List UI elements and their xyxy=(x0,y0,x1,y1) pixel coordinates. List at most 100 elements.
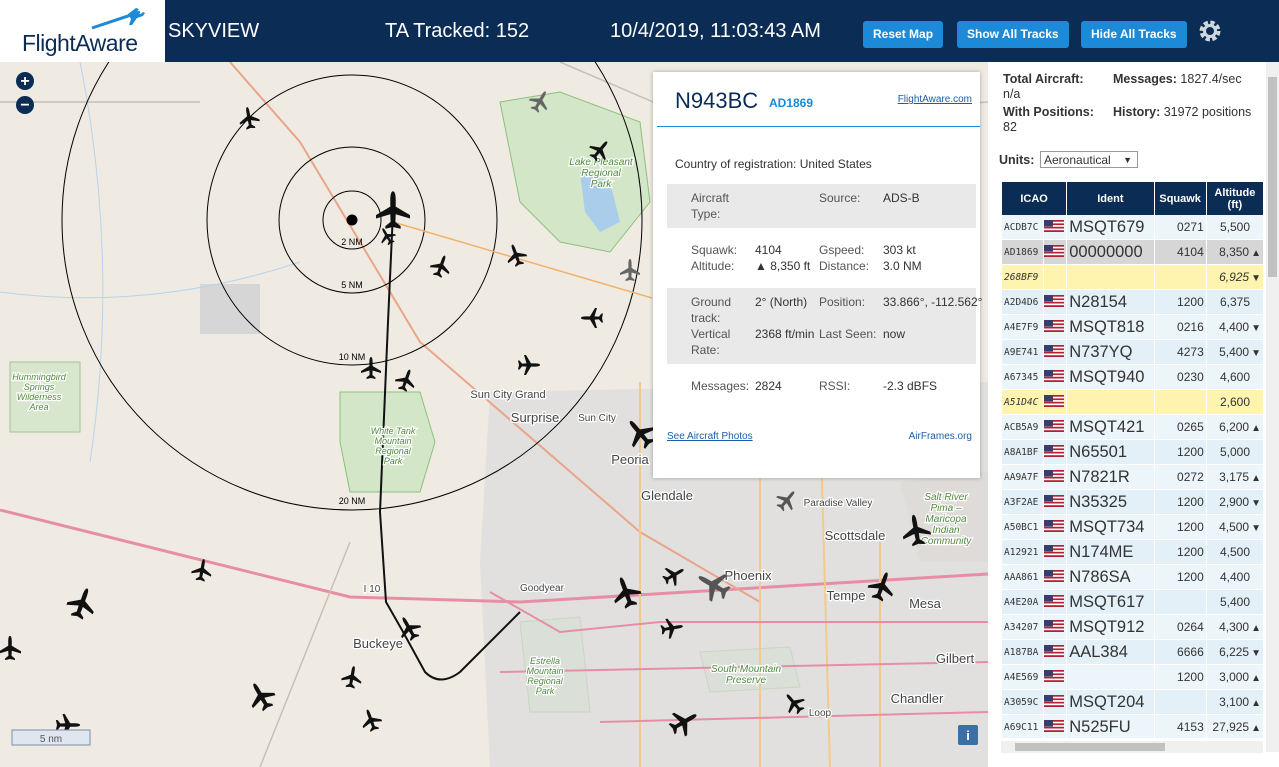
aircraft-row[interactable]: A3059C MSQT204 3,100 ▲ xyxy=(1002,690,1263,715)
flag-cell xyxy=(1044,240,1067,265)
units-label: Units: xyxy=(999,153,1035,167)
icao-cell: A3F2AE xyxy=(1002,490,1044,515)
squawk: 1200 xyxy=(1177,445,1204,459)
ident-cell xyxy=(1067,390,1154,415)
flag-cell xyxy=(1044,265,1067,290)
squawk-cell: 1200 xyxy=(1154,540,1206,565)
photos-link[interactable]: See Aircraft Photos xyxy=(667,431,753,442)
altitude-cell: 3,000 ▲ xyxy=(1206,665,1263,690)
v-scrollbar[interactable] xyxy=(1266,62,1279,752)
flag xyxy=(1044,219,1065,232)
aircraft-row[interactable]: A67345 MSQT940 0230 4,600 xyxy=(1002,365,1263,390)
place-label: Maricopa xyxy=(925,514,967,525)
logo[interactable]: FlightAware xyxy=(0,0,165,64)
squawk: 0230 xyxy=(1177,370,1204,384)
column-header: Squawk xyxy=(1154,182,1206,215)
altitude-cell: 6,375 xyxy=(1206,290,1263,315)
aircraft-row[interactable]: A12921 N174ME 1200 4,500 xyxy=(1002,540,1263,565)
altitude: 5,400 xyxy=(1219,345,1250,359)
altitude-cell: 5,500 xyxy=(1206,215,1263,240)
icao-cell: A187BA xyxy=(1002,640,1044,665)
altitude-cell: 27,925 ▲ xyxy=(1207,715,1263,738)
aircraft-row[interactable]: 268BF9 6,925 ▼ xyxy=(1002,265,1263,290)
aircraft-row[interactable]: A69C11 N525FU 4153 27,925 ▲ xyxy=(1002,715,1263,738)
squawk: 0271 xyxy=(1177,220,1204,234)
stat-label: History: xyxy=(1113,105,1161,119)
place-label: Paradise Valley xyxy=(804,498,873,509)
flag-cell xyxy=(1044,565,1067,590)
aircraft-row[interactable]: A50BC1 MSQT734 1200 4,500 ▼ xyxy=(1002,515,1263,540)
altitude: 3,000 xyxy=(1219,670,1250,684)
flight-track xyxy=(378,211,521,681)
ident-cell: MSQT818 xyxy=(1067,315,1154,340)
flag xyxy=(1044,394,1065,407)
aircraft-row[interactable]: A34207 MSQT912 0264 4,300 ▲ xyxy=(1002,615,1263,640)
detail-label: Aircraft Type: xyxy=(691,191,730,221)
stat-value: 82 xyxy=(1003,120,1017,134)
ident-cell: N174ME xyxy=(1067,540,1154,565)
settings-icon[interactable] xyxy=(1197,18,1223,44)
flag-cell xyxy=(1044,340,1067,365)
place-label: Goodyear xyxy=(520,583,565,594)
reset-map-button[interactable]: Reset Map xyxy=(863,21,944,48)
aircraft-row[interactable]: AAA861 N786SA 1200 4,400 xyxy=(1002,565,1263,590)
altitude-trend: ▲ xyxy=(1251,673,1261,684)
place-label: Regional xyxy=(375,446,412,456)
ident: N174ME xyxy=(1069,542,1134,561)
squawk-cell: 0264 xyxy=(1154,615,1206,640)
airframes-link[interactable]: AirFrames.org xyxy=(908,431,972,442)
popup-details: Aircraft Type: Source: ADS-B Squawk: 4104 Gsp… xyxy=(653,184,982,408)
altitude: 4,400 xyxy=(1219,320,1250,334)
icao-cell: A9E741 xyxy=(1002,340,1044,365)
stat: History: 31972 positions xyxy=(1113,105,1258,120)
zoom-in-label: + xyxy=(20,73,29,90)
flag-cell xyxy=(1044,440,1067,465)
altitude: 4,600 xyxy=(1219,370,1250,384)
show-tracks-button[interactable]: Show All Tracks xyxy=(957,21,1069,48)
units-select[interactable]: Aeronautical ▼ xyxy=(1040,151,1138,168)
aircraft-row[interactable]: A2D4D6 N28154 1200 6,375 xyxy=(1002,290,1263,315)
flag-cell xyxy=(1044,615,1067,640)
flag xyxy=(1044,369,1065,382)
ident: MSQT940 xyxy=(1069,367,1145,386)
aircraft-row[interactable]: AD1869 00000000 4104 8,350 ▲ xyxy=(1002,240,1263,265)
place-label: Mountain xyxy=(374,436,411,446)
aircraft-row[interactable]: A187BA AAL384 6666 6,225 ▼ xyxy=(1002,640,1263,665)
zoom-in-button[interactable] xyxy=(16,72,34,90)
place-label: Glendale xyxy=(641,488,693,503)
aircraft-row[interactable]: A8A1BF N65501 1200 5,000 xyxy=(1002,440,1263,465)
place-label: Hummingbird xyxy=(12,372,67,382)
flag-cell xyxy=(1044,715,1066,738)
ident: N737YQ xyxy=(1069,342,1133,361)
squawk-cell: 0230 xyxy=(1154,365,1206,390)
place-label: Preserve xyxy=(726,675,766,686)
aircraft-row[interactable]: A4E20A MSQT617 5,400 xyxy=(1002,590,1263,615)
aircraft-row[interactable]: A4E569 1200 3,000 ▲ xyxy=(1002,665,1263,690)
flag-cell xyxy=(1044,590,1067,615)
detail-section: Squawk: 4104 Gspeed: 303 kt Altitude: ▲ 8,350… xyxy=(667,236,976,280)
aircraft-row[interactable]: ACDB7C MSQT679 0271 5,500 xyxy=(1002,215,1263,240)
aircraft-row[interactable]: AA9A7F N7821R 0272 3,175 ▲ xyxy=(1002,465,1263,490)
tracked-count: TA Tracked: 152 xyxy=(385,20,530,42)
info-button[interactable] xyxy=(958,725,978,745)
ident-cell: MSQT940 xyxy=(1067,365,1154,390)
aircraft-row[interactable]: A4E7F9 MSQT818 0216 4,400 ▼ xyxy=(1002,315,1263,340)
icao-cell: A3059C xyxy=(1002,690,1044,715)
aircraft-row[interactable]: A3F2AE N35325 1200 2,900 ▼ xyxy=(1002,490,1263,515)
icao-cell: A67345 xyxy=(1002,365,1044,390)
flightaware-link[interactable]: FlightAware.com xyxy=(897,94,972,105)
stat-value: 31972 positions xyxy=(1163,105,1252,119)
detail-label: Source: xyxy=(819,191,861,205)
icao-cell: A69C11 xyxy=(1002,715,1043,738)
aircraft-row[interactable]: A51D4C 2,600 xyxy=(1002,390,1263,415)
zoom-out-button[interactable] xyxy=(16,96,34,114)
squawk: 0265 xyxy=(1177,420,1204,434)
icao-cell: AAA861 xyxy=(1002,565,1044,590)
hide-tracks-button[interactable]: Hide All Tracks xyxy=(1081,21,1187,48)
aircraft-row[interactable]: A9E741 N737YQ 4273 5,400 ▼ xyxy=(1002,340,1263,365)
squawk: 1200 xyxy=(1177,670,1204,684)
aircraft-row[interactable]: ACB5A9 MSQT421 0265 6,200 ▲ xyxy=(1002,415,1263,440)
altitude-trend: ▲ xyxy=(1251,248,1261,259)
altitude: 4,500 xyxy=(1219,545,1250,559)
h-scrollbar[interactable] xyxy=(1001,741,1263,753)
